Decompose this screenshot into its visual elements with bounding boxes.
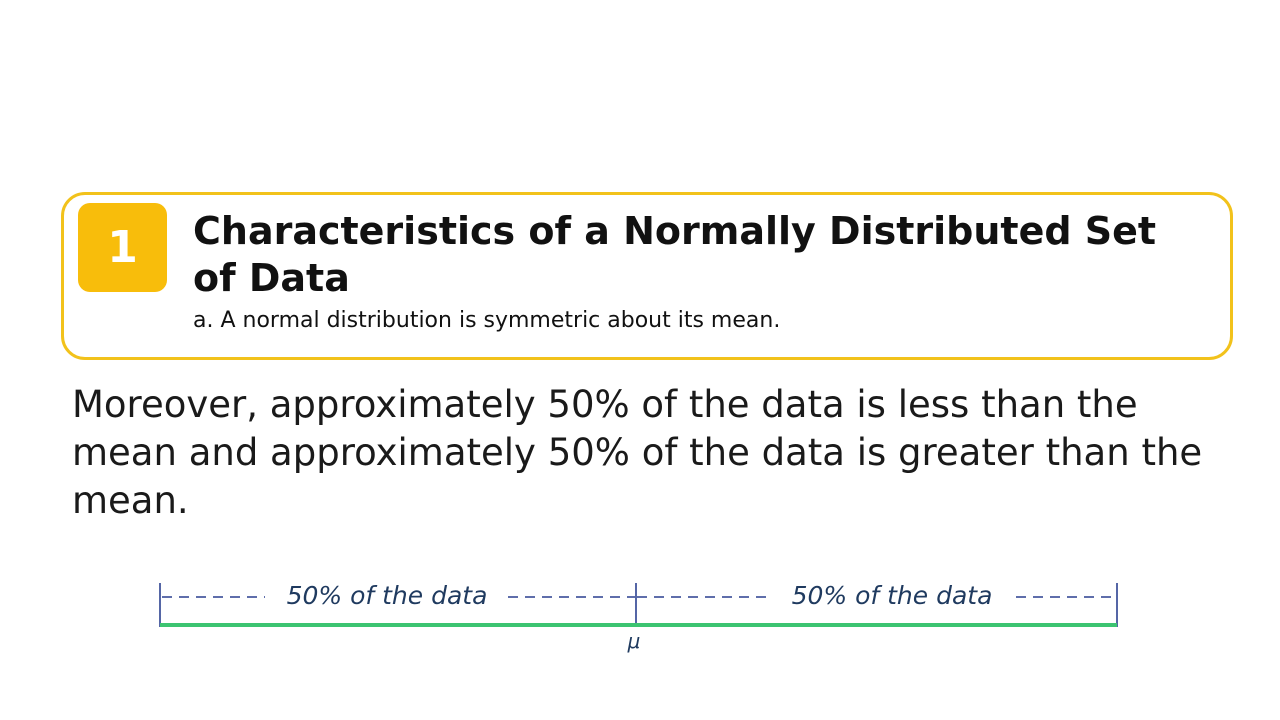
mu-label: μ (627, 629, 641, 653)
left-label: 50% of the data (287, 581, 488, 610)
callout-box (61, 192, 1233, 360)
body-paragraph: Moreover, approximately 50% of the data … (72, 383, 1203, 522)
right-label: 50% of the data (792, 581, 993, 610)
callout-subtitle: a. A normal distribution is symmetric ab… (193, 308, 781, 333)
distribution-diagram: 50% of the data 50% of the data μ (159, 581, 1118, 653)
callout-title: Characteristics of a Normally Distribute… (193, 209, 1157, 300)
number-badge: 1 (78, 203, 167, 292)
